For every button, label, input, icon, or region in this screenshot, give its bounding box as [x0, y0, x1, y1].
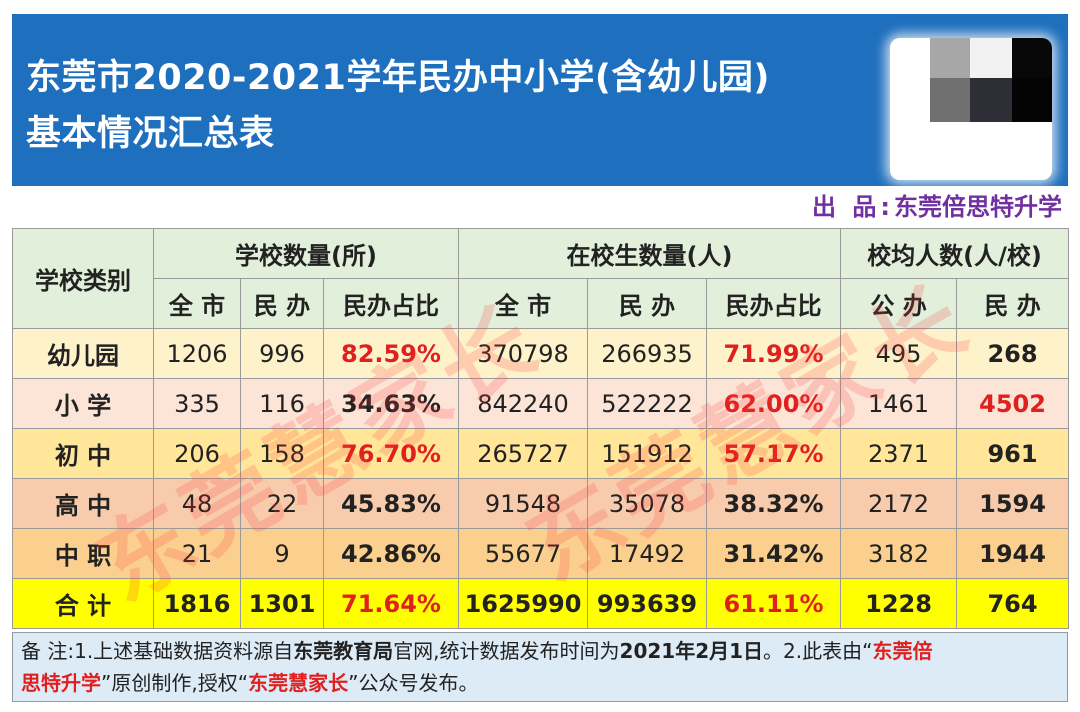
students-ratio: 62.00% — [706, 378, 842, 429]
schools-total: 206 — [153, 428, 241, 479]
note-publisher: 东莞慧家长 — [248, 671, 349, 695]
avg-public: 1228 — [840, 578, 958, 629]
students-total: 55677 — [458, 528, 589, 579]
schools-private: 22 — [240, 478, 324, 529]
students-private: 17492 — [587, 528, 708, 579]
students-total: 91548 — [458, 478, 589, 529]
avg-private: 764 — [956, 578, 1070, 629]
note-date: 2021年2月1日 — [619, 639, 764, 663]
header-row-2: 全 市 民 办 民办占比 全 市 民 办 民办占比 公 办 民 办 — [13, 278, 1070, 329]
schools-ratio: 82.59% — [322, 328, 460, 379]
header-students-ratio: 民办占比 — [706, 278, 842, 329]
avg-private: 4502 — [956, 378, 1070, 429]
students-total: 1625990 — [458, 578, 589, 629]
row-category: 小 学 — [12, 378, 154, 429]
schools-total: 21 — [153, 528, 241, 579]
avg-public: 3182 — [840, 528, 958, 579]
students-ratio: 38.32% — [706, 478, 842, 529]
header-schools-private: 民 办 — [240, 278, 324, 329]
row-category: 初 中 — [12, 428, 154, 479]
header-group-schools: 学校数量(所) — [152, 228, 460, 279]
summary-table: 学校类别 学校数量(所) 在校生数量(人) 校均人数(人/校) 全 市 民 办 … — [12, 228, 1070, 629]
note-part-1: 备 注:1.上述基础数据资料源自 — [21, 639, 294, 663]
header-category: 学校类别 — [12, 228, 154, 329]
avg-private: 268 — [956, 328, 1070, 379]
schools-ratio: 71.64% — [322, 578, 460, 629]
students-total: 370798 — [458, 328, 589, 379]
header-students-private: 民 办 — [587, 278, 708, 329]
schools-total: 335 — [153, 378, 241, 429]
schools-private: 158 — [240, 428, 324, 479]
schools-private: 1301 — [240, 578, 324, 629]
header-row-1: 学校类别 学校数量(所) 在校生数量(人) 校均人数(人/校) — [12, 228, 1070, 329]
students-ratio: 71.99% — [706, 328, 842, 379]
note-source: 东莞教育局 — [293, 639, 394, 663]
avg-public: 1461 — [840, 378, 958, 429]
avg-private: 1944 — [956, 528, 1070, 579]
header-schools-ratio: 民办占比 — [322, 278, 460, 329]
avg-public: 495 — [840, 328, 958, 379]
note-part-5: ”公众号发布。 — [348, 671, 479, 695]
title-banner: 东莞市2020-2021学年民办中小学(含幼儿园) 基本情况汇总表 — [12, 14, 1068, 186]
schools-total: 48 — [153, 478, 241, 529]
total-row: 合 计 1816 1301 71.64% 1625990 993639 61.1… — [12, 578, 1070, 629]
students-total: 842240 — [458, 378, 589, 429]
students-ratio: 57.17% — [706, 428, 842, 479]
schools-ratio: 45.83% — [322, 478, 460, 529]
students-private: 522222 — [587, 378, 708, 429]
schools-total: 1206 — [153, 328, 241, 379]
students-private: 266935 — [587, 328, 708, 379]
students-ratio: 31.42% — [706, 528, 842, 579]
row-category: 中 职 — [12, 528, 154, 579]
schools-ratio: 76.70% — [322, 428, 460, 479]
note-part-3: 。2.此表由“ — [763, 639, 873, 663]
avg-private: 1594 — [956, 478, 1070, 529]
note-producer-b: 思特升学 — [21, 671, 101, 695]
row-category: 高 中 — [12, 478, 154, 529]
schools-private: 996 — [240, 328, 324, 379]
row-category: 幼儿园 — [12, 328, 154, 379]
header-group-students: 在校生数量(人) — [458, 228, 842, 279]
title-line-1: 东莞市2020-2021学年民办中小学(含幼儿园) — [26, 58, 770, 98]
producer-credit: 出 品:东莞倍思特升学 — [812, 189, 1062, 225]
footnote: 备 注:1.上述基础数据资料源自东莞教育局官网,统计数据发布时间为2021年2月… — [12, 632, 1068, 702]
students-private: 35078 — [587, 478, 708, 529]
table-row: 初 中 206 158 76.70% 265727 151912 57.17% … — [12, 428, 1070, 479]
note-part-2: 官网,统计数据发布时间为 — [393, 639, 620, 663]
avg-public: 2172 — [840, 478, 958, 529]
schools-private: 9 — [240, 528, 324, 579]
avg-public: 2371 — [840, 428, 958, 479]
row-category: 合 计 — [12, 578, 154, 629]
schools-ratio: 34.63% — [322, 378, 460, 429]
title-line-2: 基本情况汇总表 — [26, 114, 275, 154]
blurred-qr-code — [890, 38, 1052, 180]
producer-name: 东莞倍思特升学 — [894, 193, 1062, 221]
table-row: 高 中 48 22 45.83% 91548 35078 38.32% 2172… — [12, 478, 1070, 529]
note-producer-a: 东莞倍 — [872, 639, 933, 663]
producer-prefix: 出 品: — [812, 193, 894, 221]
schools-total: 1816 — [153, 578, 241, 629]
header-group-avg: 校均人数(人/校) — [840, 228, 1070, 279]
students-total: 265727 — [458, 428, 589, 479]
students-private: 151912 — [587, 428, 708, 479]
table-row: 中 职 21 9 42.86% 55677 17492 31.42% 3182 … — [12, 528, 1070, 579]
header-schools-total: 全 市 — [153, 278, 241, 329]
header-avg-private: 民 办 — [956, 278, 1070, 329]
schools-ratio: 42.86% — [322, 528, 460, 579]
note-part-4: ”原创制作,授权“ — [101, 671, 249, 695]
students-ratio: 61.11% — [706, 578, 842, 629]
students-private: 993639 — [587, 578, 708, 629]
table-row: 小 学 335 116 34.63% 842240 522222 62.00% … — [12, 378, 1070, 429]
avg-private: 961 — [956, 428, 1070, 479]
table-row: 幼儿园 1206 996 82.59% 370798 266935 71.99%… — [12, 328, 1070, 379]
header-avg-public: 公 办 — [840, 278, 958, 329]
header-students-total: 全 市 — [458, 278, 589, 329]
schools-private: 116 — [240, 378, 324, 429]
